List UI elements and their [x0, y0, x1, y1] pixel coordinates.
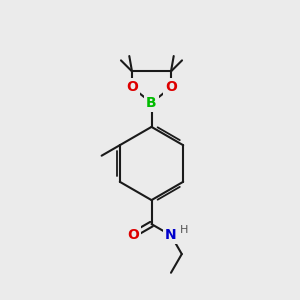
Text: O: O — [165, 80, 177, 94]
Text: N: N — [165, 228, 177, 242]
Text: B: B — [146, 96, 157, 110]
Text: O: O — [127, 228, 139, 242]
Text: O: O — [126, 80, 138, 94]
Text: H: H — [179, 225, 188, 235]
